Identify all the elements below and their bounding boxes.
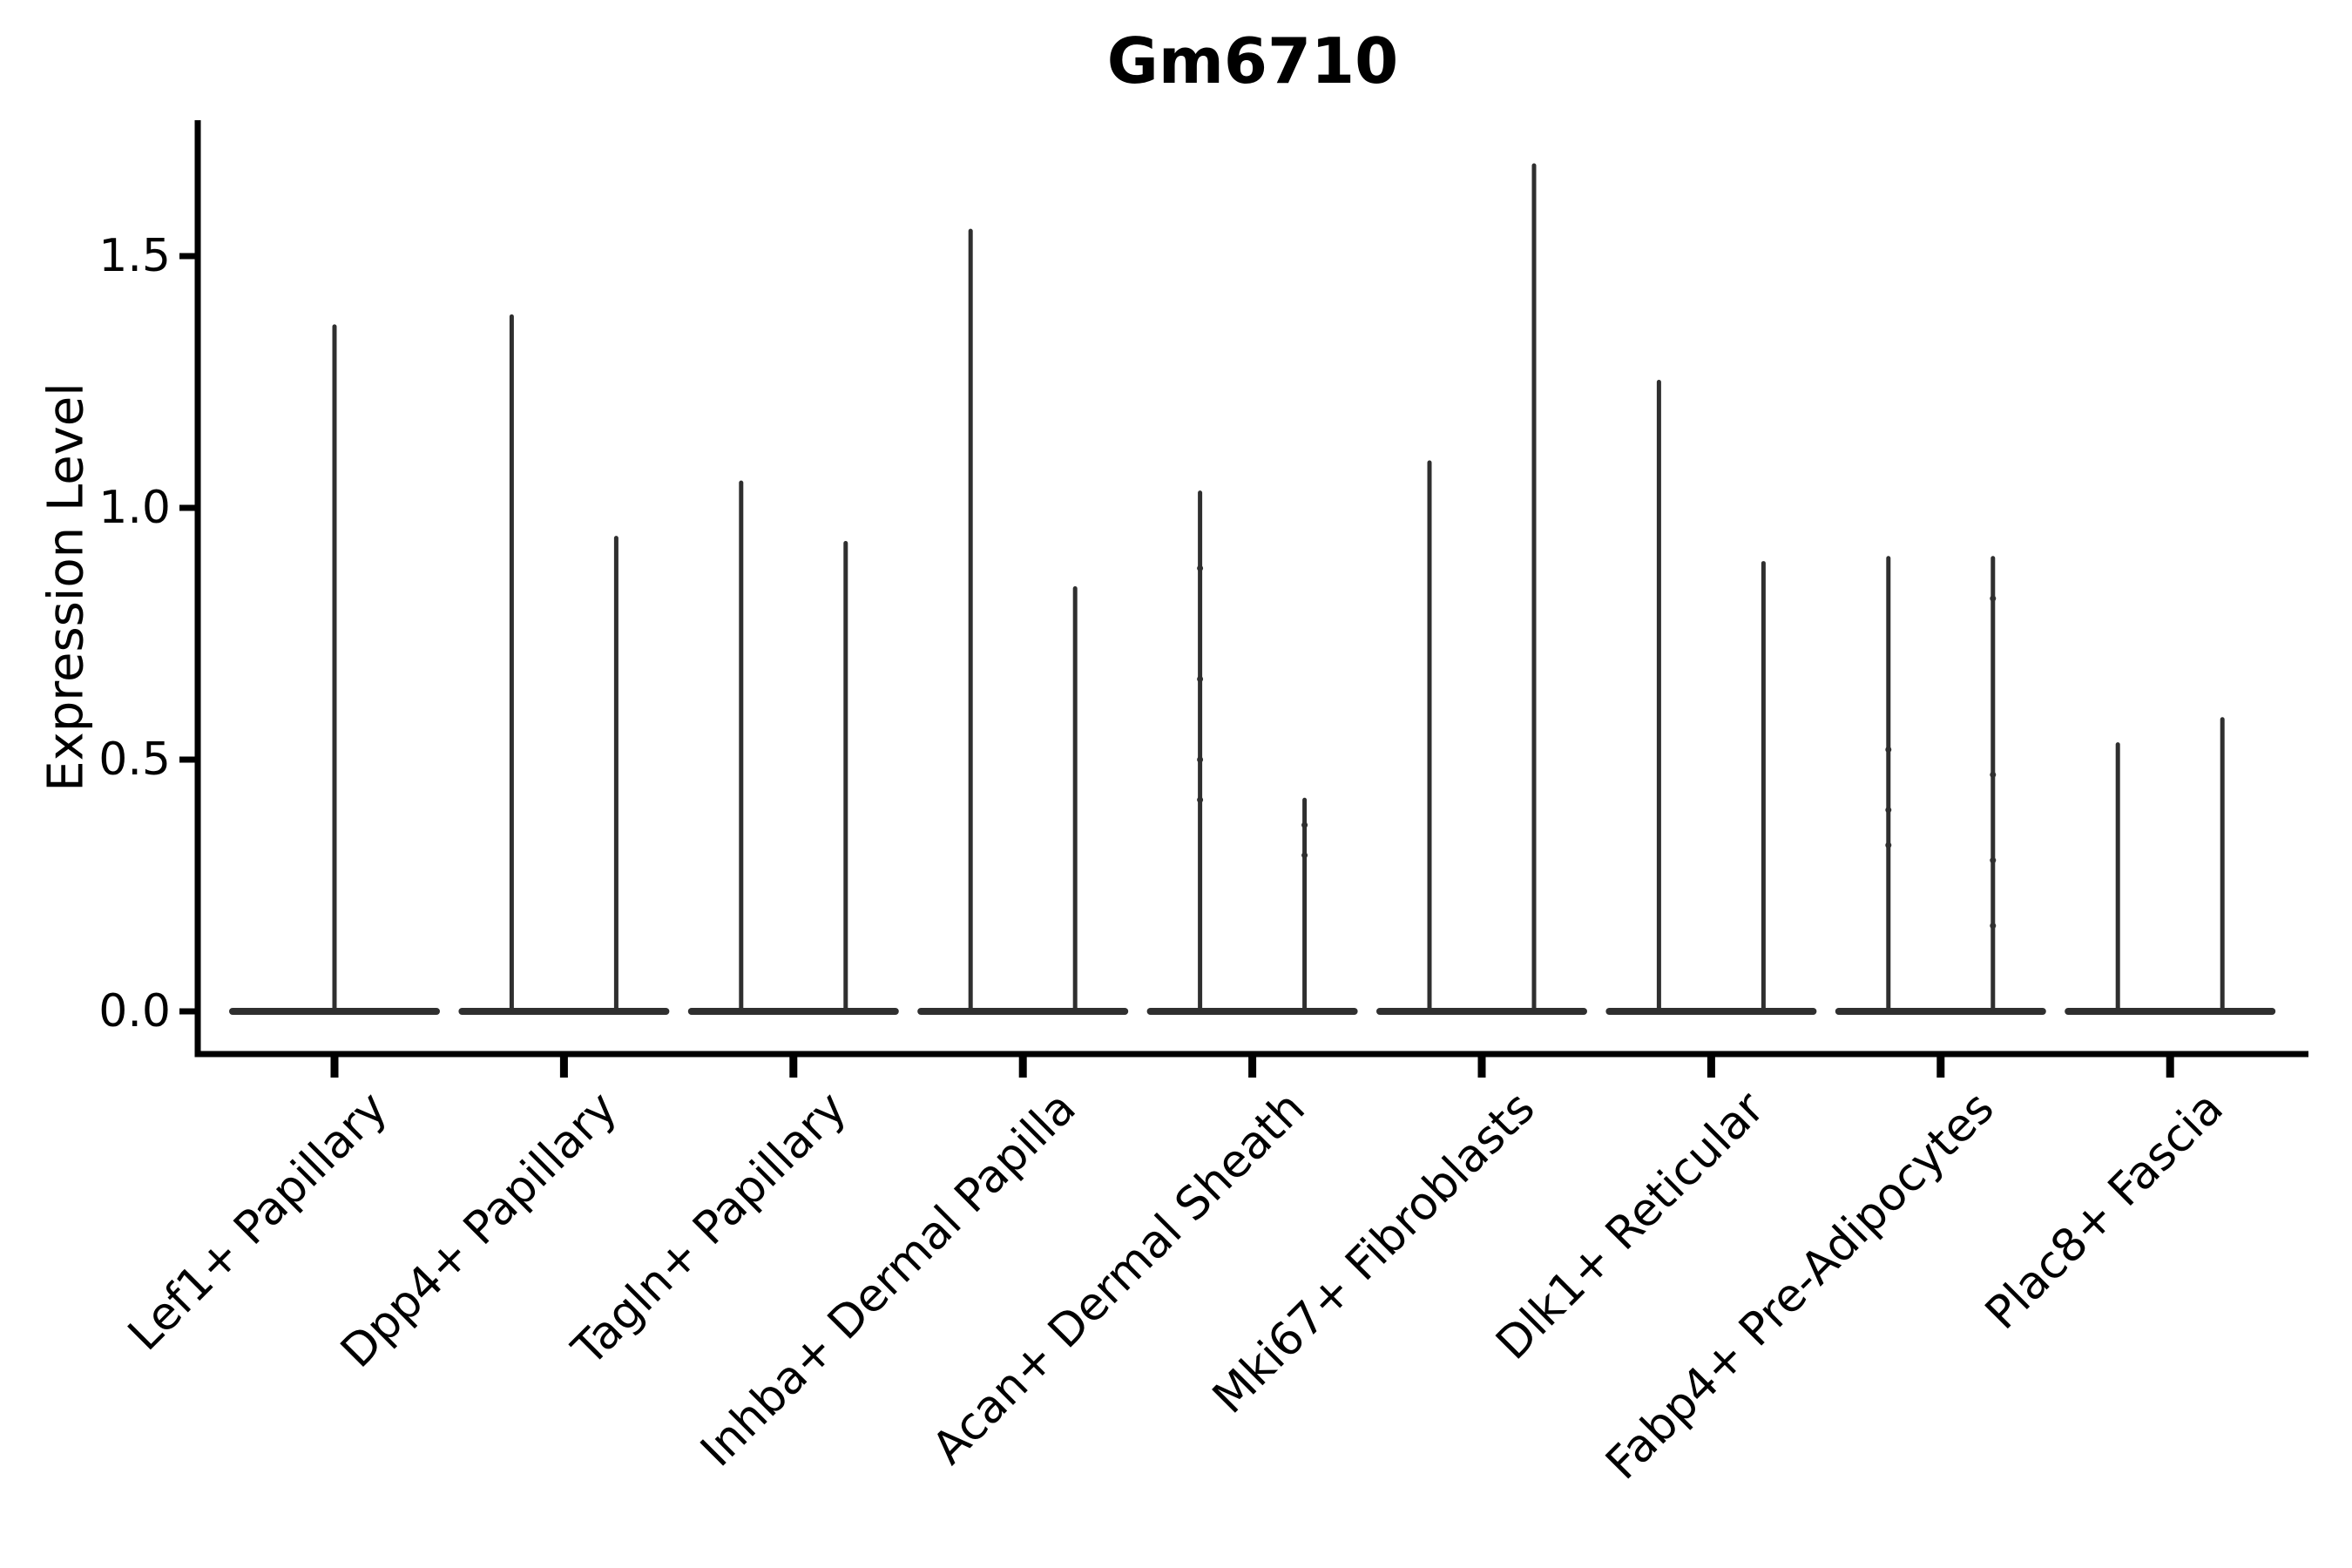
cell-point bbox=[1990, 771, 1997, 778]
y-tick-label: 0.5 bbox=[98, 733, 171, 786]
cell-point bbox=[1197, 676, 1204, 683]
cell-point bbox=[1885, 746, 1892, 753]
cell-point bbox=[1990, 923, 1997, 929]
cell-point bbox=[1197, 564, 1204, 571]
cell-point bbox=[1197, 796, 1204, 803]
y-tick-label: 1.5 bbox=[98, 230, 171, 282]
plot-title: Gm6710 bbox=[1106, 24, 1399, 98]
cell-point bbox=[1885, 807, 1892, 814]
y-tick-label: 1.0 bbox=[98, 482, 171, 534]
cell-point bbox=[1197, 756, 1204, 763]
cell-point bbox=[1301, 852, 1308, 859]
cell-point bbox=[1885, 841, 1892, 848]
y-tick-label: 0.0 bbox=[98, 985, 171, 1037]
cell-point bbox=[1301, 821, 1308, 828]
cell-point bbox=[1990, 857, 1997, 864]
cell-point bbox=[1990, 595, 1997, 602]
